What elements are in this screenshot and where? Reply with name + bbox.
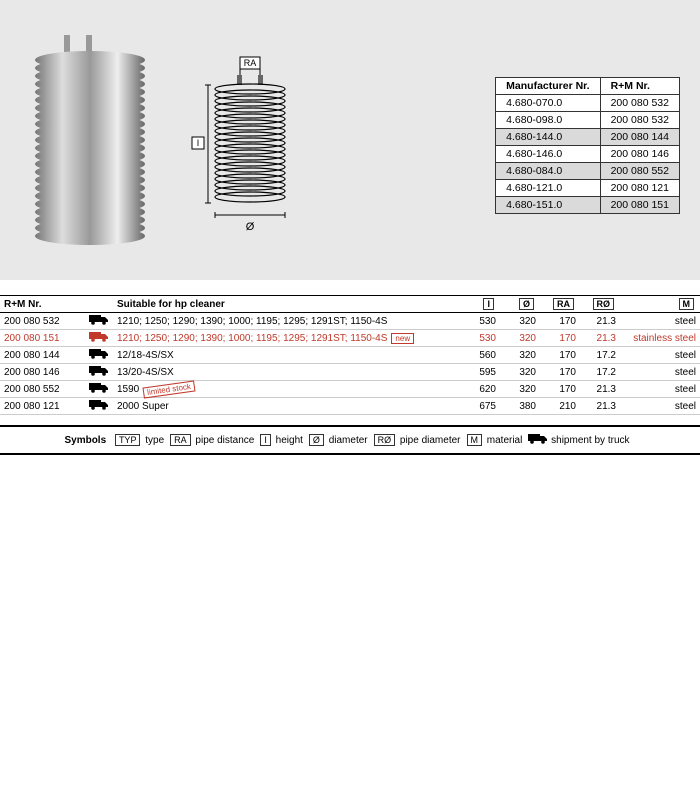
new-badge: new — [391, 333, 414, 344]
cell-dia: 320 — [500, 347, 540, 364]
truck-icon — [85, 347, 113, 364]
symbol-item: RA pipe distance — [170, 435, 254, 446]
truck-icon — [85, 330, 113, 347]
cell-rdia: 21.3 — [580, 381, 620, 398]
col-ra: RA — [553, 298, 574, 310]
ref-row: 4.680-151.0200 080 151 — [496, 196, 680, 213]
table-row: 200 080 151 1210; 1250; 1290; 1390; 1000;… — [0, 330, 700, 347]
ref-header: R+M Nr. — [600, 77, 679, 94]
cell-rdia: 21.3 — [580, 398, 620, 415]
cell-m: stainless steel — [620, 330, 700, 347]
col-suitable: Suitable for hp cleaner — [113, 296, 460, 313]
symbol-item: RØ pipe diameter — [374, 435, 461, 446]
symbol-box: RA — [170, 434, 191, 446]
symbol-item: shipment by truck — [528, 435, 629, 446]
cell-dia: 320 — [500, 313, 540, 330]
cell-rmnr: 200 080 144 — [0, 347, 85, 364]
symbol-item: I height — [260, 435, 303, 446]
symbol-box: I — [260, 434, 271, 446]
svg-text:Ø: Ø — [246, 221, 255, 233]
cell-suitable: 1210; 1250; 1290; 1390; 1000; 1195; 1295… — [113, 313, 460, 330]
cell-ra: 170 — [540, 313, 580, 330]
cell-i: 595 — [460, 364, 500, 381]
data-table: R+M Nr. Suitable for hp cleaner I Ø RA R… — [0, 295, 700, 415]
symbols-legend: Symbols TYP type RA pipe distance I height… — [0, 425, 700, 455]
ref-header: Manufacturer Nr. — [496, 77, 600, 94]
cell-m: steel — [620, 381, 700, 398]
ref-row: 4.680-070.0200 080 532 — [496, 94, 680, 111]
truck-icon — [85, 313, 113, 330]
cell-rmnr: 200 080 532 — [0, 313, 85, 330]
truck-icon — [85, 381, 113, 398]
cell-m: steel — [620, 364, 700, 381]
cell-rdia: 21.3 — [580, 313, 620, 330]
cell-suitable: 2000 Super — [113, 398, 460, 415]
cell-ra: 210 — [540, 398, 580, 415]
cell-rdia: 17.2 — [580, 364, 620, 381]
cell-m: steel — [620, 398, 700, 415]
cell-ra: 170 — [540, 347, 580, 364]
symbol-box: M — [467, 434, 483, 446]
cell-ra: 170 — [540, 381, 580, 398]
cell-i: 560 — [460, 347, 500, 364]
col-dia: Ø — [519, 298, 534, 310]
ref-row: 4.680-144.0200 080 144 — [496, 128, 680, 145]
truck-icon — [85, 398, 113, 415]
cell-i: 675 — [460, 398, 500, 415]
catalog-page: RA — [0, 0, 700, 455]
truck-icon — [528, 436, 548, 447]
symbol-box: TYP — [115, 434, 141, 446]
cell-rdia: 21.3 — [580, 330, 620, 347]
symbol-item: M material — [467, 435, 523, 446]
cell-dia: 320 — [500, 330, 540, 347]
svg-text:I: I — [197, 138, 200, 148]
limited-badge: limited stock — [143, 380, 196, 398]
reference-table: Manufacturer Nr.R+M Nr. 4.680-070.0200 0… — [495, 77, 680, 214]
table-row: 200 080 144 12/18-4S/SX56032017017.2steel — [0, 347, 700, 364]
cell-i: 620 — [460, 381, 500, 398]
cell-rmnr: 200 080 151 — [0, 330, 85, 347]
ref-row: 4.680-098.0200 080 532 — [496, 111, 680, 128]
col-m: M — [679, 298, 695, 310]
cell-dia: 320 — [500, 364, 540, 381]
col-rdia: RØ — [593, 298, 615, 310]
cell-i: 530 — [460, 330, 500, 347]
symbols-title: Symbols — [64, 435, 106, 446]
ra-label: RA — [244, 58, 257, 68]
truck-icon — [85, 364, 113, 381]
ref-row: 4.680-146.0200 080 146 — [496, 145, 680, 162]
cell-ra: 170 — [540, 330, 580, 347]
cell-m: steel — [620, 313, 700, 330]
cell-suitable: 1210; 1250; 1290; 1390; 1000; 1195; 1295… — [113, 330, 460, 347]
top-section: RA — [0, 0, 700, 280]
cell-ra: 170 — [540, 364, 580, 381]
cell-m: steel — [620, 347, 700, 364]
cell-i: 530 — [460, 313, 500, 330]
symbol-item: TYP type — [115, 435, 164, 446]
symbol-box: RØ — [374, 434, 396, 446]
dimension-diagram: RA — [190, 55, 320, 235]
col-i: I — [483, 298, 494, 310]
symbol-box: Ø — [309, 434, 324, 446]
symbol-item: Ø diameter — [309, 435, 368, 446]
table-row: 200 080 146 13/20-4S/SX59532017017.2steel — [0, 364, 700, 381]
cell-suitable: 12/18-4S/SX — [113, 347, 460, 364]
cell-rdia: 17.2 — [580, 347, 620, 364]
product-photo — [20, 30, 160, 260]
cell-rmnr: 200 080 552 — [0, 381, 85, 398]
cell-dia: 320 — [500, 381, 540, 398]
table-row: 200 080 552 1590limited stock62032017021.… — [0, 381, 700, 398]
cell-rmnr: 200 080 121 — [0, 398, 85, 415]
col-rmnr: R+M Nr. — [0, 296, 85, 313]
cell-suitable: 13/20-4S/SX — [113, 364, 460, 381]
cell-suitable: 1590limited stock — [113, 381, 460, 398]
cell-dia: 380 — [500, 398, 540, 415]
table-row: 200 080 121 2000 Super67538021021.3steel — [0, 398, 700, 415]
ref-row: 4.680-121.0200 080 121 — [496, 179, 680, 196]
cell-rmnr: 200 080 146 — [0, 364, 85, 381]
table-row: 200 080 532 1210; 1250; 1290; 1390; 1000;… — [0, 313, 700, 330]
ref-row: 4.680-084.0200 080 552 — [496, 162, 680, 179]
